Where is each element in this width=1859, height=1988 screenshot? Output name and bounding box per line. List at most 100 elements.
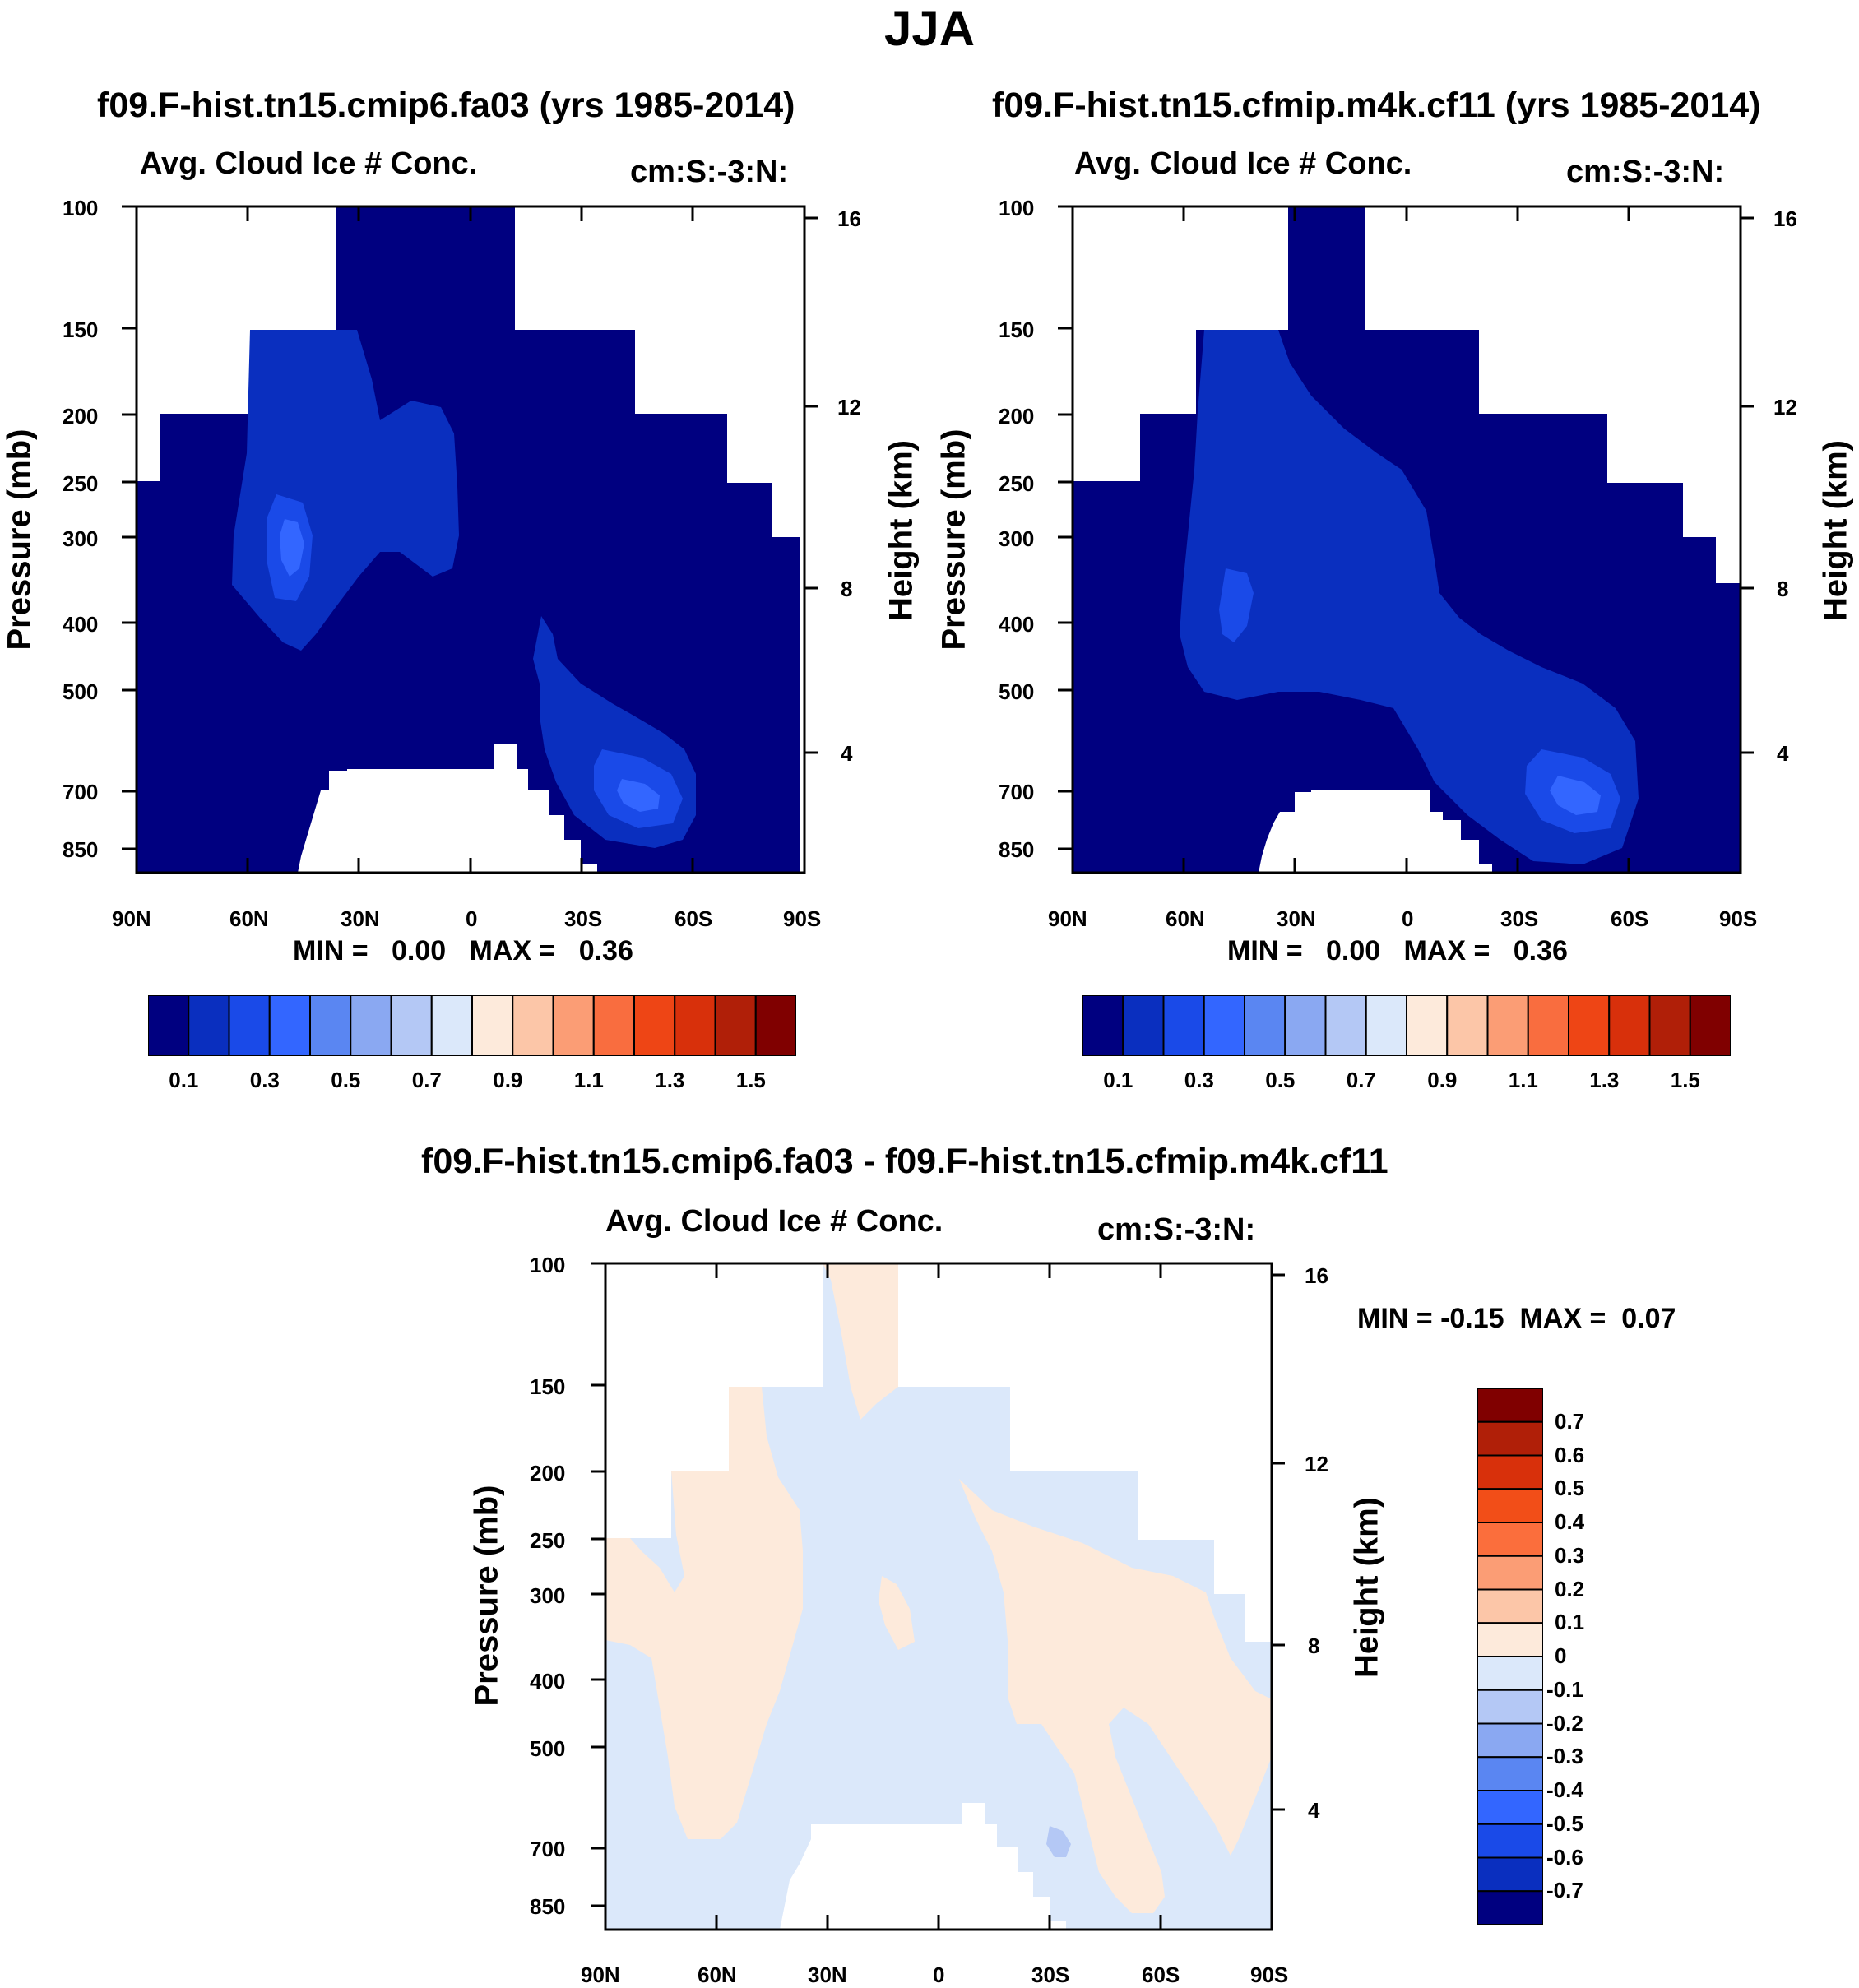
panel2-colorbar-swatch — [1689, 995, 1731, 1056]
panel2-colorbar-label: 1.5 — [1670, 1068, 1700, 1092]
panel3-colorbar-label: 0.4 — [1555, 1509, 1585, 1534]
panel3-colorbar-swatch — [1477, 1622, 1543, 1657]
panel1-colorbar-labels: 0.1 0.3 0.5 0.7 0.9 1.1 1.3 1.5 — [148, 1068, 796, 1101]
panel3-colorbar-label: 0 — [1555, 1643, 1567, 1668]
panel1-colorbar-swatch — [714, 995, 757, 1056]
panel1-colorbar-swatch — [390, 995, 433, 1056]
panel1-colorbar-swatch — [633, 995, 676, 1056]
panel2-colorbar-label: 0.7 — [1346, 1068, 1376, 1092]
panel1-colorbar-swatch — [188, 995, 230, 1056]
panel2-x-tick: 60S — [1611, 906, 1649, 931]
panel3-colorbar-label: -0.1 — [1546, 1676, 1583, 1702]
panel2-x-tick: 0 — [1402, 906, 1414, 931]
panel3-colorbar-label: 0.2 — [1555, 1576, 1585, 1601]
panel1-colorbar-label: 0.3 — [249, 1068, 280, 1092]
panel2-y-right-tick: 4 — [1777, 741, 1789, 766]
panel3-y-tick: 500 — [530, 1736, 566, 1761]
panel1-contour-lvl4-a — [280, 519, 304, 577]
panel1-title: f09.F-hist.tn15.cmip6.fa03 (yrs 1985-201… — [97, 86, 795, 125]
panel3-y-tick: 100 — [530, 1253, 566, 1277]
panel1-colorbar-label: 1.5 — [735, 1068, 766, 1092]
panel3-colorbar-label: 0.1 — [1555, 1610, 1585, 1635]
panel1-colorbar-swatch — [471, 995, 514, 1056]
panel1-x-tick: 60N — [229, 906, 269, 931]
panel2-y-tick: 850 — [999, 837, 1035, 862]
panel2-x-tick: 30S — [1500, 906, 1539, 931]
panel3-colorbar-swatch — [1477, 1823, 1543, 1859]
panel2-x-tick: 90N — [1048, 906, 1087, 931]
panel3-y-axis-title: Pressure (mb) — [468, 1485, 505, 1707]
panel2-colorbar-swatch — [1122, 995, 1165, 1056]
panel3-y-right-tick: 16 — [1305, 1263, 1328, 1288]
panel3-colorbar-swatch — [1477, 1588, 1543, 1624]
panel3-colorbar-swatch — [1477, 1555, 1543, 1591]
panel3-x-tick: 90S — [1250, 1963, 1289, 1987]
panel2-min-value: 0.00 — [1325, 935, 1381, 966]
panel1-y-right-axis-title: Height (km) — [883, 440, 920, 621]
panel3-colorbar-label: -0.4 — [1546, 1777, 1583, 1802]
panel2-y-tick: 300 — [999, 526, 1035, 551]
panel3-colorbar-label: -0.2 — [1546, 1710, 1583, 1735]
panel1-plot — [122, 205, 818, 874]
panel2-colorbar-label: 1.3 — [1589, 1068, 1620, 1092]
panel3-colorbar-swatch — [1477, 1420, 1543, 1457]
panel1-y-tick: 150 — [63, 317, 99, 342]
panel3-minmax: MIN = -0.15 MAX = 0.07 — [1357, 1303, 1676, 1335]
panel1-variable-label: Avg. Cloud Ice # Conc. — [140, 146, 478, 181]
panel2-colorbar-label: 0.9 — [1427, 1068, 1458, 1092]
panel1-y-right-tick: 16 — [837, 206, 861, 231]
panel3-y-tick: 300 — [530, 1583, 566, 1608]
panel2-colorbar-swatch — [1406, 995, 1449, 1056]
panel3-y-tick: 200 — [530, 1461, 566, 1485]
panel1-y-tick: 200 — [63, 404, 99, 429]
panel3-colorbar-label: 0.5 — [1555, 1476, 1585, 1501]
panel3-contour-positive-a — [605, 1387, 803, 1839]
panel2-y-tick: 100 — [999, 196, 1035, 220]
panel2-colorbar-label: 1.1 — [1508, 1068, 1538, 1092]
panel2-colorbar-swatch — [1527, 995, 1569, 1056]
panel2-colorbar-swatch — [1162, 995, 1205, 1056]
panel3-x-tick: 60S — [1142, 1963, 1180, 1987]
panel2-colorbar-labels: 0.1 0.3 0.5 0.7 0.9 1.1 1.3 1.5 — [1082, 1068, 1731, 1101]
panel2-colorbar-label: 0.5 — [1265, 1068, 1296, 1092]
panel2-x-tickmarks — [1058, 205, 1754, 873]
panel3-y-right-axis-title: Height (km) — [1348, 1497, 1385, 1678]
panel2-units-label: cm:S:-3:N: — [1566, 155, 1725, 189]
panel3-y-tick: 250 — [530, 1528, 566, 1553]
panel2-max-label: MAX = — [1403, 935, 1490, 966]
panel1-contour-lvl4-b — [617, 779, 660, 812]
panel3-colorbar-label: -0.5 — [1546, 1810, 1583, 1836]
panel1-colorbar-label: 0.1 — [169, 1068, 199, 1092]
panel1-x-tick: 90N — [112, 906, 151, 931]
panel1-y-tick: 250 — [63, 471, 99, 496]
panel3-colorbar-swatch — [1477, 1388, 1543, 1423]
panel1-max-label: MAX = — [469, 935, 556, 966]
panel3-colorbar-label: -0.7 — [1546, 1878, 1583, 1903]
panel2-colorbar-swatch — [1284, 995, 1327, 1056]
panel2-colorbar — [1082, 995, 1731, 1056]
panel3-colorbar — [1477, 1388, 1543, 1925]
panel2-colorbar-swatch — [1324, 995, 1367, 1056]
panel3-contour-positive-b — [823, 1263, 898, 1420]
panel2-contour-lvl4 — [1550, 776, 1601, 815]
panel3-y-right-tick: 8 — [1308, 1633, 1320, 1658]
panel1-y-tick: 500 — [63, 679, 99, 704]
panel2-y-tick: 500 — [999, 679, 1035, 704]
panel1-y-tick: 400 — [63, 612, 99, 637]
panel1-colorbar-label: 1.1 — [573, 1068, 604, 1092]
panel3-colorbar-swatch — [1477, 1689, 1543, 1725]
panel2-colorbar-label: 0.3 — [1184, 1068, 1214, 1092]
panel1-colorbar-swatch — [350, 995, 392, 1056]
panel2-terrain-mask — [1259, 790, 1492, 873]
panel1-x-tick: 0 — [466, 906, 478, 931]
panel3-variable-label: Avg. Cloud Ice # Conc. — [605, 1204, 943, 1239]
panel3-colorbar-swatch — [1477, 1488, 1543, 1523]
panel3-contour-negative-a — [1046, 1826, 1071, 1857]
panel2-colorbar-swatch — [1203, 995, 1245, 1056]
panel3-contour-positive-d — [879, 1576, 915, 1650]
panel2-colorbar-swatch — [1244, 995, 1286, 1056]
panel3-title: f09.F-hist.tn15.cmip6.fa03 - f09.F-hist.… — [421, 1142, 1388, 1181]
panel2-colorbar-swatch — [1568, 995, 1611, 1056]
panel1-colorbar-label: 0.9 — [493, 1068, 523, 1092]
panel1-colorbar-swatch — [512, 995, 554, 1056]
